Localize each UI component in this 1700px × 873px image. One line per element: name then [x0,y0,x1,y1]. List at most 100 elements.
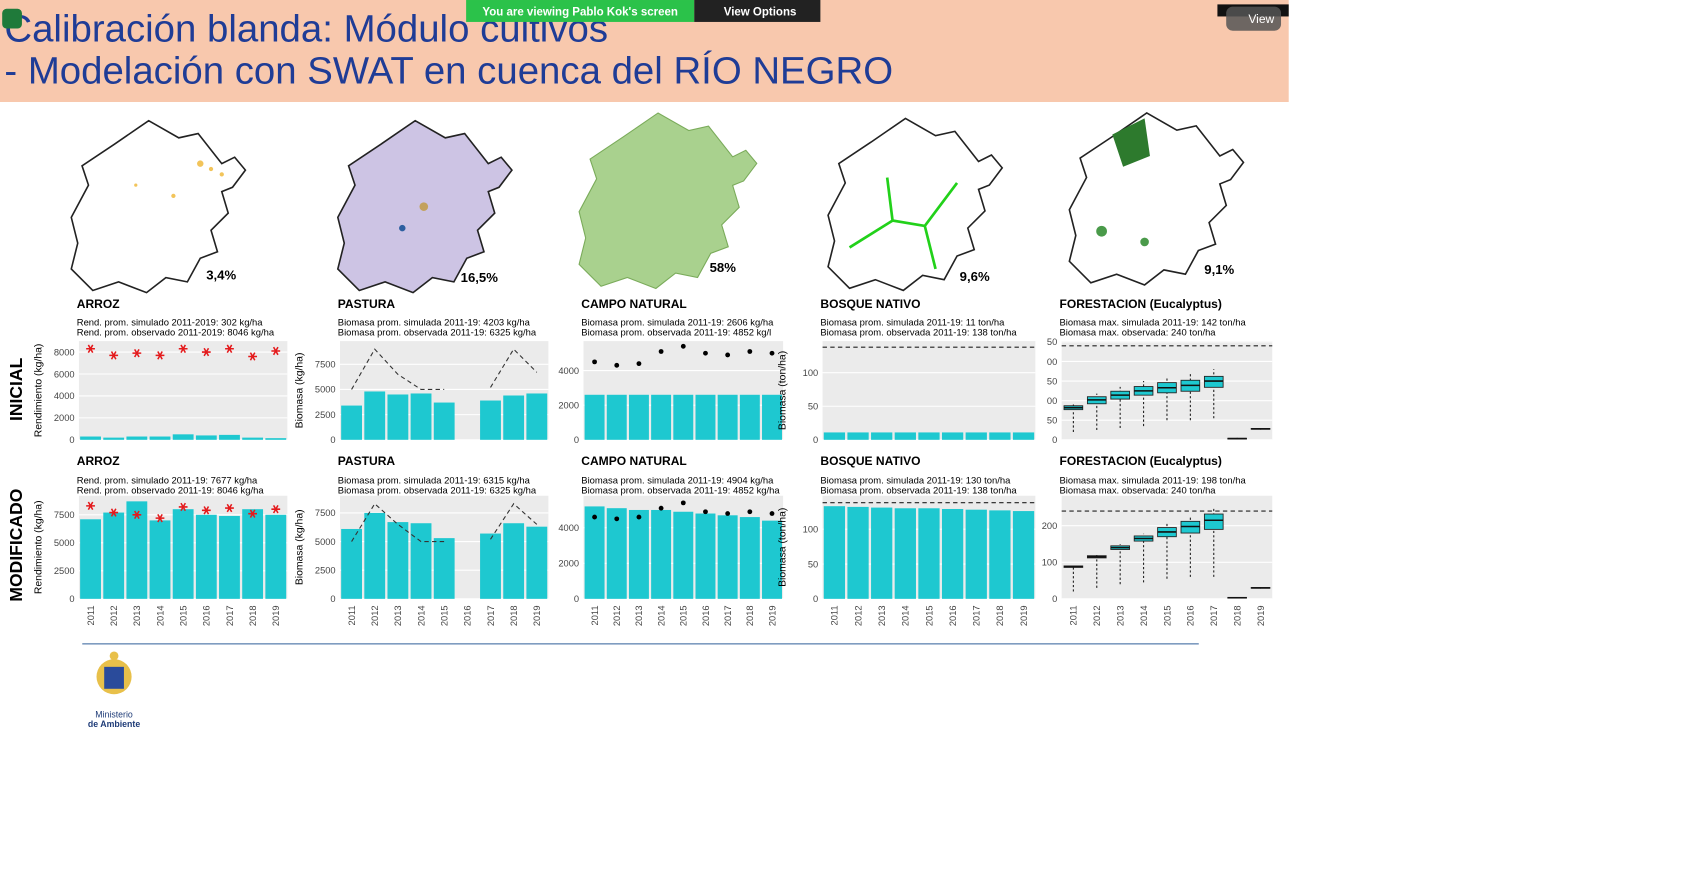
x-tick-label: 2019 [1256,605,1266,626]
x-tick-label: 2012 [109,605,119,626]
bar [265,438,287,440]
observed-point [109,508,119,517]
observed-point [769,511,775,516]
chart-title: FORESTACION (Eucalyptus) [1059,454,1221,468]
chart-title: CAMPO NATURAL [581,454,687,468]
x-tick-label: 2011 [590,605,600,625]
bar [941,432,964,440]
bar [364,512,386,599]
share-banner-text: You are viewing Pablo Kok's screen [482,6,678,18]
bar [341,405,362,440]
x-tick-label: 2018 [509,605,519,626]
map-percent: 9,1% [1204,262,1234,277]
x-tick-label: 2019 [271,605,281,626]
view-options[interactable] [694,0,821,22]
y-axis-label: Biomasa (kg/ha) [295,509,306,585]
y-tick-label: 2000 [558,559,579,569]
view-options-label[interactable]: View Options [724,6,797,18]
view-button-label[interactable]: View [1248,12,1274,26]
x-tick-label: 2014 [416,605,426,626]
y-tick-label: 0 [1052,435,1057,445]
observed-point [271,346,281,356]
y-tick-label: 2500 [315,565,336,575]
y-tick-label: 0 [330,594,335,604]
y-tick-label: 50 [1047,376,1057,386]
chart-subtitle: Biomasa prom. observada 2011-19: 6325 kg… [338,327,537,338]
x-tick-label: 2016 [1186,605,1196,626]
chart-subtitle: Biomasa prom. simulada 2011-19: 6315 kg/… [338,475,531,486]
bar [628,509,649,599]
y-tick-label: 4000 [54,391,75,401]
y-tick-label: 5000 [54,538,75,548]
observed-point [658,349,664,354]
x-tick-label: 2016 [701,605,711,626]
x-tick-label: 2016 [463,605,473,626]
y-tick-label: 50 [808,402,818,412]
y-axis-label: Rendimiento (kg/ha) [34,344,45,438]
x-tick-label: 2014 [155,605,165,626]
bar [871,432,893,440]
y-axis-label: Biomasa (ton/ha) [777,508,788,587]
observed-point [747,349,753,354]
observed-point [132,348,142,358]
chart-subtitle: Biomasa prom. simulada 2011-19: 4203 kg/… [338,317,531,328]
bar [673,394,694,440]
bar [219,515,240,599]
y-tick-label: 200 [1042,521,1058,531]
bar [341,528,362,599]
x-tick-label: 2018 [995,605,1005,626]
x-tick-label: 2019 [532,605,542,626]
map-percent: 16,5% [461,270,499,285]
y-axis-label: Rendimiento (kg/ha) [34,500,45,594]
bar [823,506,846,599]
y-tick-label: 0 [813,594,818,604]
x-tick-label: 2019 [1019,605,1029,626]
chart-subtitle: Rend. prom. observado 2011-19: 8046 kg/h… [77,485,265,496]
bar [918,432,940,440]
bar [989,510,1011,599]
bar [410,523,432,599]
bar [195,514,217,599]
x-tick-label: 2012 [1092,605,1102,626]
chart-title: ARROZ [77,454,120,468]
bar [717,394,738,440]
chart-subtitle: Biomasa max. simulada 2011-19: 198 ton/h… [1059,475,1246,486]
y-tick-label: 0 [574,435,579,445]
observed-point [747,509,753,515]
x-tick-label: 2016 [948,605,958,626]
observed-point [680,343,686,349]
observed-point [178,502,188,512]
row-label: MODIFICADO [6,489,26,602]
observed-point [132,510,142,520]
bar [584,506,605,599]
y-tick-label: 2000 [558,400,579,410]
observed-point [636,361,642,367]
bar [242,509,264,599]
bar [433,402,455,440]
chart-title: ARROZ [77,297,120,311]
x-tick-label: 2017 [486,605,496,626]
chart-subtitle: Biomasa prom. observada 2011-19: 4852 kg… [581,327,771,338]
y-tick-label: 0 [69,594,74,604]
observed-point [109,351,119,360]
x-tick-label: 2012 [370,605,380,626]
bar [628,394,649,440]
bar [433,538,455,599]
y-tick-label: 4000 [558,523,579,533]
observed-point [155,513,165,523]
security-icon[interactable] [2,8,22,29]
view-button[interactable] [1226,6,1282,31]
bar [242,437,264,440]
chart-subtitle: Biomasa max. observada: 240 ton/ha [1059,327,1216,338]
chart-title: BOSQUE NATIVO [820,297,920,311]
y-tick-label: 6000 [54,369,75,379]
y-tick-label: 7500 [315,508,336,518]
bar [219,434,240,440]
chart-title: FORESTACION (Eucalyptus) [1059,297,1221,311]
y-tick-label: 50 [1047,337,1057,347]
observed-point [86,344,95,354]
observed-point [178,344,188,354]
observed-point [658,505,664,511]
x-tick-label: 2013 [1115,605,1125,626]
chart-title: CAMPO NATURAL [581,297,687,311]
